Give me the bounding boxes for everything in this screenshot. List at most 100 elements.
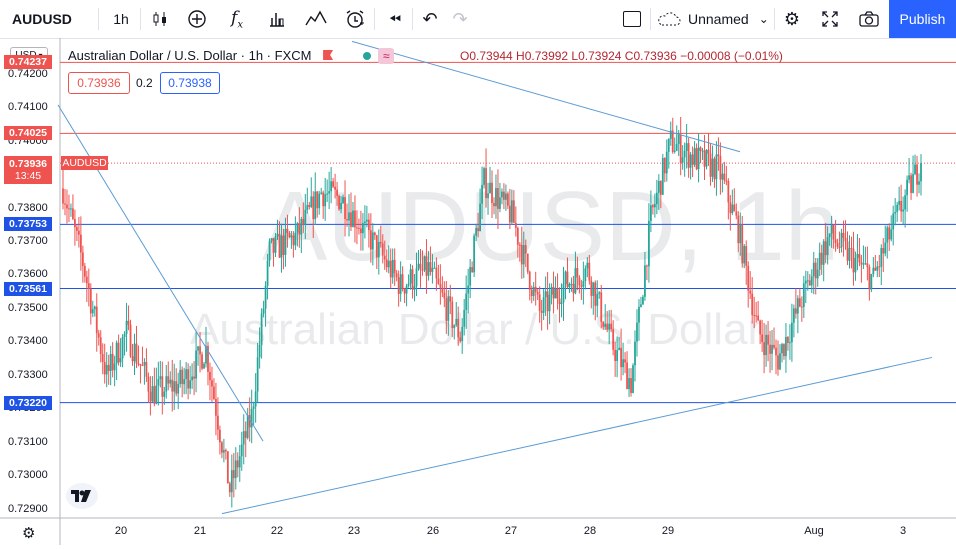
trendline[interactable] bbox=[221, 356, 933, 515]
candle-body bbox=[228, 483, 231, 493]
candle-body bbox=[175, 381, 178, 394]
candle-body bbox=[272, 238, 275, 253]
candle-body bbox=[477, 228, 479, 232]
time-tick-label: 20 bbox=[114, 525, 128, 537]
candle-body bbox=[252, 406, 255, 409]
candle-body bbox=[763, 342, 765, 356]
candle-body bbox=[703, 150, 706, 167]
candle-body bbox=[153, 386, 156, 404]
candle-body bbox=[773, 344, 775, 348]
interval-button[interactable]: 1h bbox=[113, 11, 129, 27]
candle-body bbox=[217, 415, 219, 430]
replay-button[interactable]: ⏪︎ bbox=[380, 0, 410, 38]
snapshot-button[interactable] bbox=[855, 0, 883, 38]
candle-body bbox=[699, 147, 702, 151]
candle-body bbox=[677, 134, 680, 144]
candle-body bbox=[342, 197, 344, 203]
candle-body bbox=[584, 268, 587, 282]
rewind-icon: ⏪︎ bbox=[388, 10, 401, 28]
candle-body bbox=[367, 219, 370, 231]
undo-button[interactable]: ↶ bbox=[416, 0, 444, 38]
candle-body bbox=[781, 344, 783, 354]
candle-body bbox=[131, 356, 134, 362]
candle-body bbox=[914, 164, 916, 175]
trendline[interactable] bbox=[351, 40, 741, 153]
symbol-search-button[interactable]: AUDUSD bbox=[12, 11, 72, 27]
candle-body bbox=[70, 208, 72, 210]
candle-body bbox=[709, 153, 712, 177]
templates-button[interactable] bbox=[260, 0, 294, 38]
symbol-price-label: AUDUSD bbox=[61, 156, 108, 171]
candle-body bbox=[435, 267, 438, 279]
sell-button[interactable]: 0.73936 bbox=[68, 72, 130, 94]
indicators-button[interactable] bbox=[180, 0, 214, 38]
undo-icon: ↶ bbox=[422, 8, 438, 29]
candle-body bbox=[125, 320, 128, 334]
candle-body bbox=[526, 253, 529, 272]
fullscreen-toggle[interactable] bbox=[618, 0, 646, 38]
gear-icon: ⚙ bbox=[783, 8, 801, 29]
alarm-clock-icon bbox=[346, 10, 364, 28]
flag-icon[interactable] bbox=[323, 50, 334, 60]
layout-name-button[interactable]: Unnamed ⌄ bbox=[656, 0, 772, 38]
price-tick-label: 0.73500 bbox=[8, 301, 48, 314]
redo-button[interactable]: ↷ bbox=[446, 0, 474, 38]
candle-body bbox=[536, 291, 539, 295]
candle-body bbox=[826, 237, 829, 256]
candle-body bbox=[759, 320, 762, 335]
tradingview-logo[interactable] bbox=[66, 483, 98, 509]
candle-body bbox=[518, 244, 521, 246]
candle-body bbox=[224, 450, 227, 452]
candle-body bbox=[471, 267, 474, 273]
candle-body bbox=[473, 235, 476, 273]
candle-body bbox=[624, 359, 626, 363]
candle-body bbox=[358, 227, 360, 229]
candle-body bbox=[814, 262, 817, 279]
candle-body bbox=[751, 293, 754, 316]
candle-body bbox=[592, 282, 595, 296]
publish-button[interactable]: Publish bbox=[889, 0, 956, 38]
candle-body bbox=[745, 246, 748, 266]
candle-body bbox=[485, 168, 487, 199]
candle-body bbox=[115, 342, 118, 364]
expand-button[interactable] bbox=[816, 0, 844, 38]
candle-body bbox=[723, 173, 726, 181]
candle-body bbox=[246, 415, 249, 438]
data-feed-icon[interactable]: ≈ bbox=[378, 48, 395, 64]
candle-body bbox=[306, 204, 309, 210]
chart-settings-gear[interactable]: ⚙ bbox=[22, 524, 35, 542]
candle-body bbox=[783, 344, 785, 357]
candle-body bbox=[411, 269, 414, 290]
candle-body bbox=[834, 239, 837, 244]
chart-type-button[interactable] bbox=[144, 0, 176, 38]
settings-button[interactable]: ⚙ bbox=[778, 0, 806, 38]
candle-body bbox=[187, 369, 190, 389]
candle-body bbox=[554, 288, 557, 299]
candle-body bbox=[538, 294, 541, 311]
candle-body bbox=[387, 260, 390, 268]
alert-button[interactable] bbox=[338, 0, 372, 38]
function-button[interactable]: fx bbox=[220, 0, 254, 38]
candle-body bbox=[399, 274, 402, 294]
symbol-title[interactable]: Australian Dollar / U.S. Dollar · 1h · F… bbox=[68, 48, 312, 63]
candle-body bbox=[858, 253, 861, 263]
square-icon bbox=[623, 11, 641, 27]
candle-body bbox=[707, 149, 710, 154]
candle-body bbox=[354, 210, 356, 228]
buy-button[interactable]: 0.73938 bbox=[160, 72, 220, 94]
candle-body bbox=[854, 257, 857, 273]
candle-body bbox=[622, 359, 624, 368]
candle-body bbox=[113, 363, 116, 371]
candle-body bbox=[753, 315, 756, 317]
candle-body bbox=[524, 245, 527, 254]
candle-body bbox=[135, 343, 138, 364]
candle-body bbox=[570, 283, 573, 285]
candle-body bbox=[369, 230, 372, 250]
candle-body bbox=[99, 337, 102, 354]
candle-body bbox=[729, 202, 732, 214]
candle-body bbox=[431, 267, 434, 272]
compare-button[interactable] bbox=[298, 0, 334, 38]
ohlc-values: O0.73944 H0.73992 L0.73924 C0.73936 −0.0… bbox=[460, 49, 783, 63]
candle-body bbox=[336, 189, 338, 196]
